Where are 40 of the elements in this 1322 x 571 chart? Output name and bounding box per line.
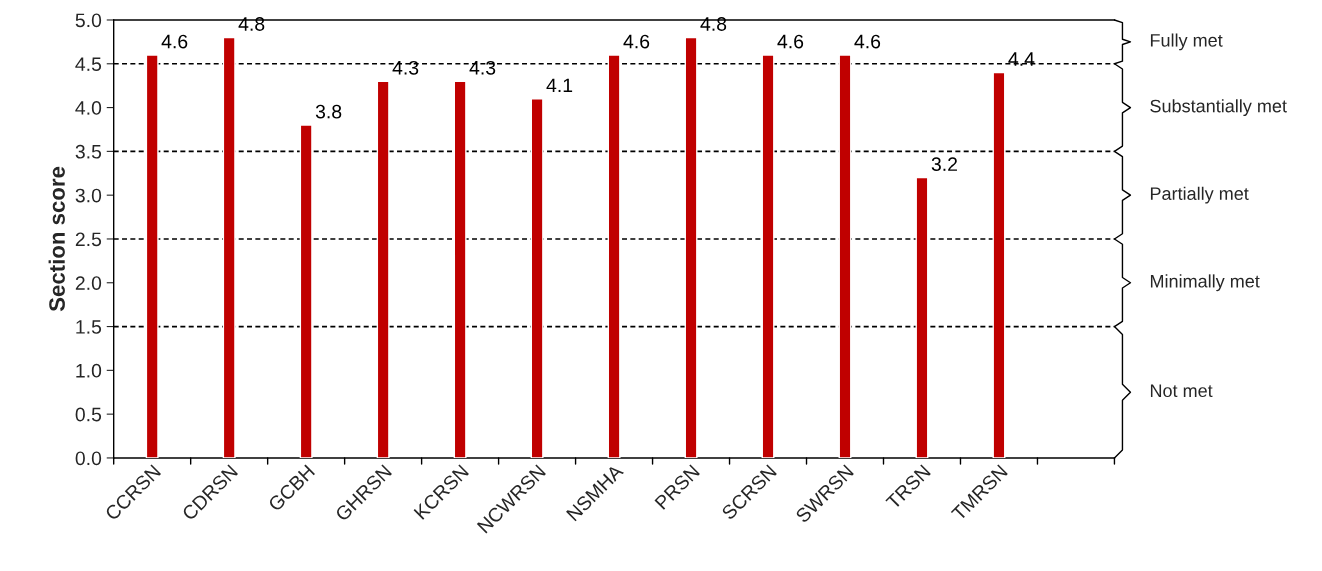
bar xyxy=(453,80,467,458)
text: Not met xyxy=(1150,384,1213,398)
bar xyxy=(992,71,1006,458)
text: Minimally met xyxy=(1150,274,1260,292)
bar xyxy=(761,54,775,458)
bar xyxy=(530,98,544,458)
data-label: 4.6 xyxy=(161,34,188,49)
y-tick-label: 4.0 xyxy=(75,101,102,115)
y-tick-label: 2.0 xyxy=(75,276,102,290)
bar xyxy=(915,176,929,458)
data-label: 4.6 xyxy=(777,34,804,49)
data-label: 4.6 xyxy=(854,34,881,49)
bar xyxy=(299,124,313,458)
y-tick-label: 0.5 xyxy=(75,407,102,422)
data-label: 4.6 xyxy=(623,34,650,49)
y-tick-label: 5.0 xyxy=(75,13,102,28)
text: Substantially met xyxy=(1150,99,1287,116)
data-label: 4.4 xyxy=(1008,52,1035,66)
y-tick-label: 0.0 xyxy=(75,451,102,466)
data-label: 4.8 xyxy=(700,17,727,31)
y-tick-label: 3.5 xyxy=(75,144,102,159)
bar xyxy=(684,36,698,458)
data-label: 4.3 xyxy=(469,60,496,75)
y-tick-label: 1.0 xyxy=(76,363,102,378)
y-axis-title: Section score xyxy=(48,166,65,312)
data-label: 4.1 xyxy=(546,78,573,92)
bar xyxy=(222,36,236,458)
data-label: 3.2 xyxy=(931,157,957,172)
bar xyxy=(376,80,390,458)
text: Fully met xyxy=(1150,33,1223,51)
data-label: 4.8 xyxy=(238,17,265,31)
bar xyxy=(145,54,159,458)
data-label: 3.8 xyxy=(315,104,342,119)
bar xyxy=(607,54,621,458)
text: Partially met xyxy=(1150,186,1249,204)
bar xyxy=(838,54,852,458)
y-tick-label: 4.5 xyxy=(75,57,102,72)
y-tick-label: 2.5 xyxy=(75,232,102,247)
y-tick-label: 3.0 xyxy=(75,188,102,203)
y-tick-label: 1.5 xyxy=(76,320,102,334)
